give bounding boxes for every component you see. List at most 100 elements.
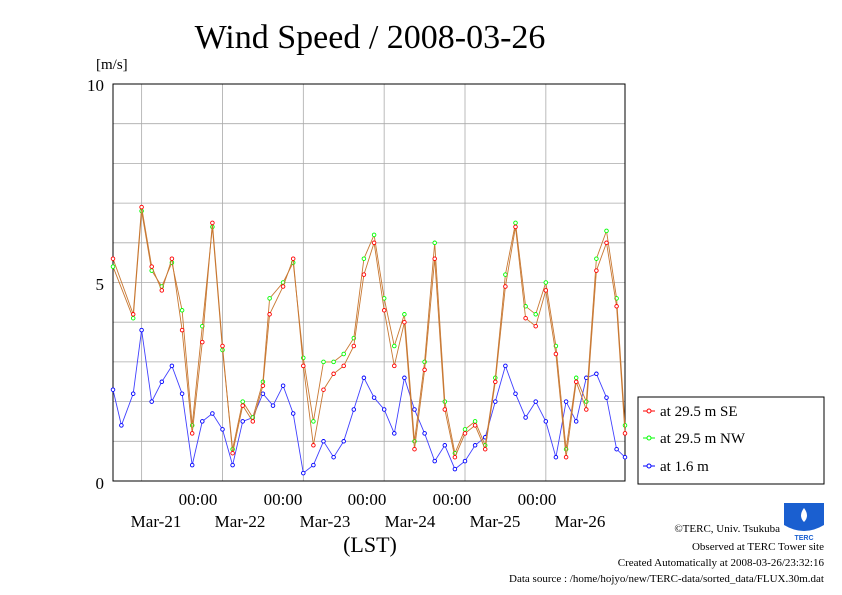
data-point bbox=[622, 431, 628, 436]
data-point bbox=[563, 399, 569, 404]
data-point bbox=[594, 268, 599, 273]
data-point bbox=[110, 264, 116, 269]
data-point bbox=[290, 256, 296, 261]
data-point bbox=[321, 359, 326, 365]
legend-label-low: at 1.6 m bbox=[660, 459, 709, 475]
data-point bbox=[422, 367, 427, 373]
data-point bbox=[280, 284, 286, 289]
x-time-tick-1: 00:00 bbox=[179, 490, 218, 509]
series-line bbox=[112, 330, 626, 474]
data-point bbox=[472, 423, 478, 428]
data-point bbox=[452, 454, 458, 460]
series-0 bbox=[110, 204, 628, 460]
data-point bbox=[149, 399, 154, 404]
x-date-tick-mar26: Mar-26 bbox=[555, 512, 606, 531]
data-point bbox=[361, 272, 367, 277]
data-point bbox=[432, 256, 437, 261]
data-point bbox=[230, 450, 235, 456]
data-point bbox=[130, 312, 136, 317]
data-point bbox=[412, 407, 417, 412]
data-point bbox=[472, 443, 478, 448]
logo-drop bbox=[801, 508, 807, 522]
legend-label-nw: at 29.5 m NW bbox=[660, 431, 746, 447]
data-point bbox=[200, 419, 205, 424]
terc-logo: TERC bbox=[784, 503, 824, 542]
credits: ©TERC, Univ. Tsukuba Observed at TERC To… bbox=[509, 523, 824, 585]
data-point bbox=[159, 288, 165, 293]
data-point bbox=[341, 439, 346, 444]
data-point bbox=[110, 387, 116, 392]
data-point bbox=[381, 407, 387, 412]
grid bbox=[113, 84, 625, 481]
data-point bbox=[250, 419, 256, 424]
data-point bbox=[462, 431, 468, 436]
data-point bbox=[553, 351, 559, 357]
data-point bbox=[361, 256, 367, 261]
data-point bbox=[240, 399, 245, 404]
x-date-tick-mar22: Mar-22 bbox=[215, 512, 266, 531]
data-point bbox=[130, 315, 136, 321]
data-point bbox=[260, 383, 266, 388]
data-point bbox=[110, 256, 116, 261]
credit-copyright: ©TERC, Univ. Tsukuba bbox=[674, 523, 780, 535]
data-point bbox=[189, 431, 195, 436]
x-time-tick-3: 00:00 bbox=[348, 490, 387, 509]
data-point bbox=[169, 363, 175, 369]
x-date-ticks: Mar-21 Mar-22 Mar-23 Mar-24 Mar-25 Mar-2… bbox=[131, 512, 606, 531]
data-point bbox=[432, 458, 437, 464]
data-point bbox=[452, 466, 458, 472]
data-point bbox=[331, 454, 336, 460]
x-axis-label: (LST) bbox=[343, 532, 397, 557]
data-point bbox=[442, 407, 448, 412]
data-point bbox=[169, 256, 175, 261]
logo-text: TERC bbox=[794, 535, 813, 542]
data-point bbox=[543, 280, 549, 285]
data-point bbox=[392, 363, 397, 369]
data-point bbox=[412, 446, 417, 452]
data-point bbox=[432, 240, 437, 246]
legend-box bbox=[637, 396, 825, 485]
data-point bbox=[331, 371, 336, 377]
data-point bbox=[513, 391, 518, 396]
data-point bbox=[179, 327, 185, 333]
data-point bbox=[533, 399, 538, 404]
data-point bbox=[503, 363, 508, 369]
legend-entry-low: at 1.6 m bbox=[643, 459, 709, 475]
y-axis-unit: [m/s] bbox=[96, 57, 128, 73]
data-point bbox=[604, 240, 609, 246]
series-line bbox=[112, 207, 626, 459]
legend-entry-nw: at 29.5 m NW bbox=[643, 431, 746, 447]
data-point bbox=[361, 375, 367, 381]
data-point bbox=[311, 462, 316, 468]
data-point bbox=[371, 232, 377, 238]
x-time-tick-2: 00:00 bbox=[264, 490, 303, 509]
y-tick-10: 10 bbox=[87, 76, 104, 95]
plot-frame bbox=[112, 83, 626, 482]
data-point bbox=[543, 419, 549, 424]
data-point bbox=[341, 363, 346, 369]
data-point bbox=[604, 395, 609, 400]
data-point bbox=[622, 454, 628, 460]
data-point bbox=[442, 443, 448, 448]
data-point bbox=[267, 312, 272, 317]
data-point bbox=[513, 220, 518, 226]
data-point bbox=[240, 419, 245, 424]
data-point bbox=[381, 308, 387, 313]
chart-title: Wind Speed / 2008-03-26 bbox=[195, 19, 546, 56]
credit-site: Observed at TERC Tower site bbox=[692, 541, 824, 553]
data-point bbox=[351, 343, 357, 349]
data-point bbox=[139, 204, 144, 210]
data-point bbox=[523, 315, 528, 321]
data-point bbox=[422, 431, 427, 436]
data-point bbox=[472, 419, 478, 424]
x-date-tick-mar23: Mar-23 bbox=[300, 512, 351, 531]
data-point bbox=[482, 446, 488, 452]
legend: at 29.5 m SE at 29.5 m NW at 1.6 m bbox=[637, 396, 825, 485]
data-point bbox=[321, 387, 326, 392]
legend-marker-se bbox=[646, 408, 652, 414]
data-point bbox=[402, 312, 407, 317]
credit-created: Created Automatically at 2008-03-26/23:3… bbox=[618, 557, 825, 569]
data-point bbox=[614, 446, 619, 452]
data-point bbox=[392, 343, 397, 349]
